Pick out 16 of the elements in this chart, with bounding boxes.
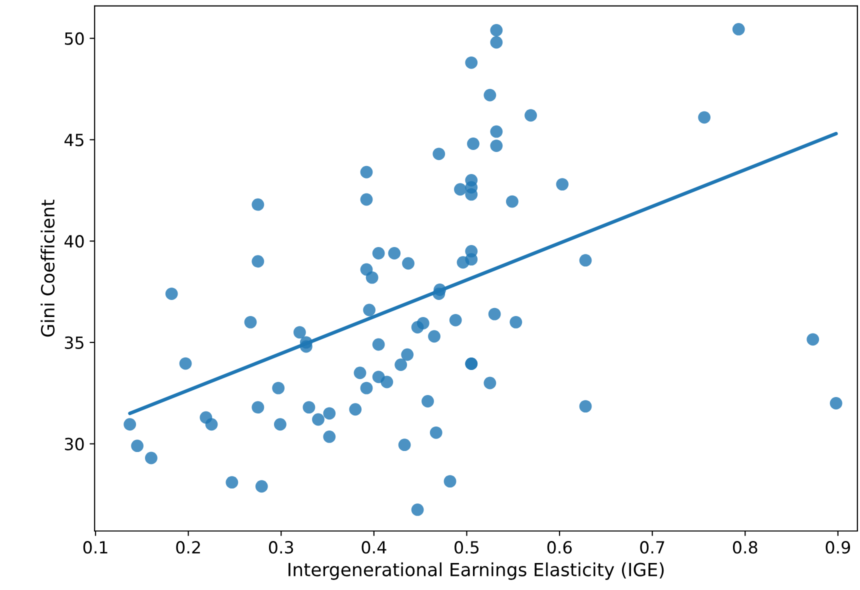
x-tick-label: 0.5 [454, 541, 479, 554]
y-tick-label: 40 [64, 235, 84, 248]
y-tick-label: 45 [64, 134, 84, 146]
x-tick-label: 0.2 [176, 541, 200, 554]
x-tick-label: 0.9 [826, 541, 850, 554]
y-tick-label: 50 [64, 32, 84, 45]
x-tick-label: 0.4 [362, 541, 386, 554]
x-tick-label: 0.6 [547, 541, 572, 554]
y-tick-label: 35 [64, 336, 84, 350]
y-axis-title: Gini Coefficient [40, 200, 55, 337]
x-tick-label: 0.8 [732, 541, 758, 554]
x-axis-title: Intergenerational Earnings Elasticity (IGE) [288, 562, 664, 580]
x-tick-label: 0.1 [83, 541, 108, 554]
x-tick-label: 0.3 [268, 541, 294, 554]
x-tick-label: 0.7 [640, 541, 664, 554]
y-tick-label: 30 [64, 438, 84, 450]
